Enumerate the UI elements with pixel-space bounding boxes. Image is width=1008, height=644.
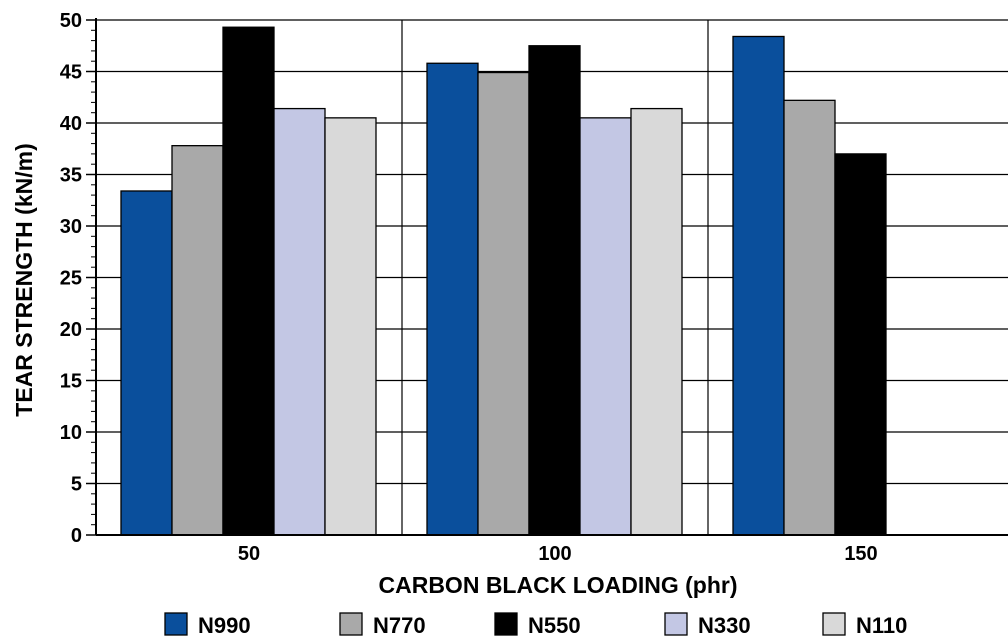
legend-swatch-n550 (494, 612, 518, 636)
bar-n770-50 (171, 145, 224, 536)
bar-n550-50 (222, 26, 275, 536)
y-tick-label: 35 (60, 165, 82, 187)
legend: N990 N770 N550 N330 N110 (164, 612, 907, 638)
legend-swatch-n330 (664, 612, 688, 636)
bar-n110-100 (630, 107, 683, 536)
y-tick-label: 25 (60, 268, 82, 290)
legend-swatch-n990 (164, 612, 188, 636)
bar-n990-50 (120, 190, 173, 536)
y-tick-label: 0 (71, 525, 82, 547)
x-axis-title: CARBON BLACK LOADING (phr) (378, 572, 737, 598)
bar-n330-50 (273, 107, 326, 536)
y-tick-label: 30 (60, 216, 82, 238)
x-tick-label: 150 (844, 543, 877, 565)
bar-n550-150 (834, 153, 887, 536)
legend-label-n110: N110 (856, 613, 907, 638)
y-tick-label: 10 (60, 422, 82, 444)
legend-swatch-n110 (822, 612, 846, 636)
bar-n990-100 (426, 62, 479, 536)
bar-n990-150 (732, 35, 785, 536)
x-tick-labels: 50 100 150 (238, 543, 878, 565)
bar-n770-100 (477, 71, 530, 536)
bar-n770-150 (783, 99, 836, 536)
legend-label-n550: N550 (528, 613, 581, 638)
x-tick-label: 50 (238, 543, 260, 565)
y-tick-label: 5 (71, 474, 82, 496)
bar-n110-50 (324, 117, 377, 536)
legend-swatch-n770 (339, 612, 363, 636)
axes (86, 18, 1008, 536)
y-axis-title: TEAR STRENGTH (kN/m) (11, 143, 37, 416)
bar-n330-100 (579, 117, 632, 536)
y-tick-labels: 0 5 10 15 20 25 30 35 40 45 50 (60, 10, 82, 547)
y-tick-label: 20 (60, 319, 82, 341)
legend-label-n330: N330 (698, 613, 751, 638)
legend-label-n990: N990 (198, 613, 251, 638)
y-tick-label: 40 (60, 113, 82, 135)
legend-label-n770: N770 (373, 613, 426, 638)
x-tick-label: 100 (538, 543, 571, 565)
y-tick-label: 15 (60, 371, 82, 393)
bars (120, 26, 887, 536)
bar-n550-100 (528, 45, 581, 536)
y-tick-label: 50 (60, 10, 82, 32)
y-tick-label: 45 (60, 62, 82, 84)
